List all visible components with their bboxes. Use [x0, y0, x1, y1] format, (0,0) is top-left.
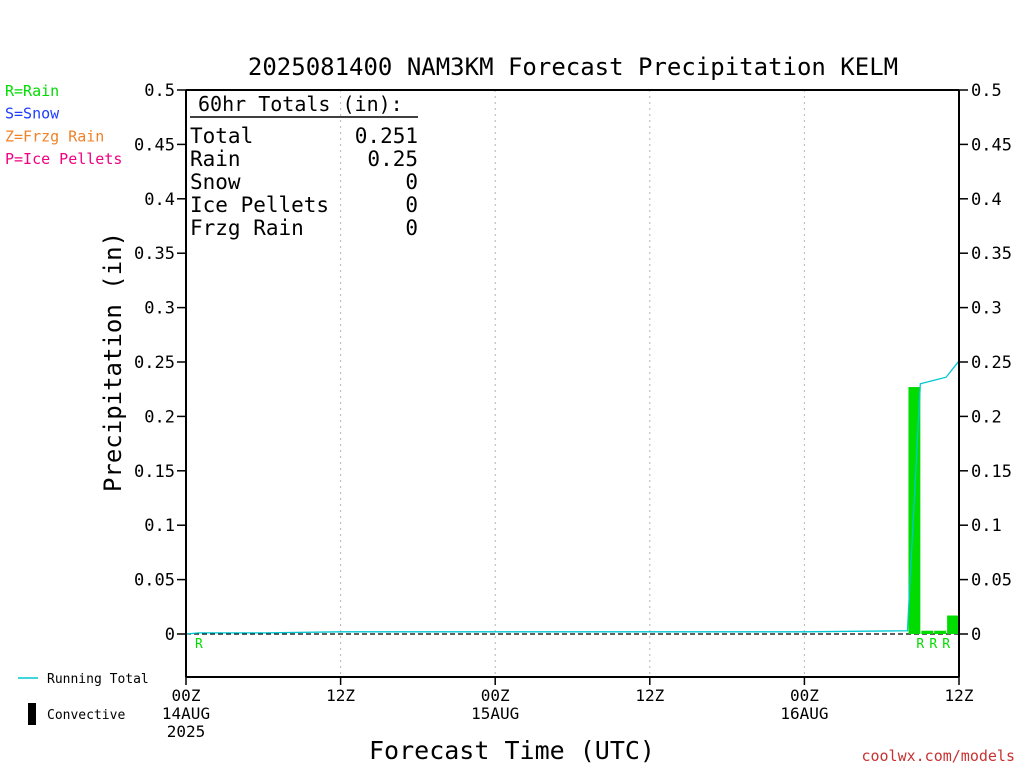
totals-row-label: Snow — [190, 170, 241, 194]
legend-label: Running Total — [47, 672, 149, 687]
precip-bar — [908, 387, 921, 634]
x-tick-label: 12Z — [635, 686, 664, 705]
totals-row-label: Ice Pellets — [190, 193, 329, 217]
y-tick-label-right: 0.05 — [971, 571, 1012, 591]
totals-box: 60hr Totals (in): Total 0.251 Rain 0.25 Snow 0… — [190, 92, 418, 240]
totals-row-value: 0.25 — [367, 147, 418, 171]
ptype-marker: R — [195, 637, 203, 652]
ptype-marker: R — [916, 637, 924, 652]
x-tick-label: 00Z — [790, 686, 819, 705]
totals-row-label: Frzg Rain — [190, 216, 304, 240]
x-tick-label: 15AUG — [471, 704, 519, 723]
y-tick-label-left: 0.5 — [144, 81, 175, 101]
x-tick-label: 14AUG — [162, 704, 210, 723]
totals-row-label: Total — [190, 124, 253, 148]
y-tick-label-left: 0.1 — [144, 516, 175, 536]
totals-row-value: 0 — [405, 170, 418, 194]
precip-bar — [934, 630, 947, 634]
ptype-legend-item: S=Snow — [5, 105, 60, 123]
y-tick-label-right: 0 — [971, 625, 981, 645]
ticks-layer: 0 00.05 0.050.1 0.10.15 0.150.2 0.20.25 0.250.… — [134, 81, 1012, 741]
y-tick-label-right: 0.4 — [971, 190, 1002, 210]
running-total-layer — [185, 360, 960, 635]
x-tick-label: 12Z — [945, 686, 974, 705]
credit-text: coolwx.com/models — [861, 747, 1015, 765]
totals-heading: 60hr Totals (in): — [198, 92, 403, 116]
ptype-legend-item: Z=Frzg Rain — [5, 127, 104, 145]
y-tick-label-right: 0.35 — [971, 244, 1012, 264]
y-axis-title: Precipitation (in) — [99, 232, 127, 492]
totals-row-value: 0.251 — [355, 124, 418, 148]
y-tick-label-left: 0.15 — [134, 462, 175, 482]
chart-title: 2025081400 NAM3KM Forecast Precipitation… — [248, 53, 898, 81]
totals-row-label: Rain — [190, 147, 241, 171]
legend-layer: R=Rain S=Snow Z=Frzg Rain P=Ice Pellets Runn… — [5, 82, 149, 725]
y-tick-label-right: 0.5 — [971, 81, 1002, 101]
y-tick-label-left: 0.45 — [134, 135, 175, 155]
x-tick-label: 16AUG — [780, 704, 828, 723]
ptype-marker: R — [942, 637, 950, 652]
legend-convective-swatch — [28, 703, 36, 725]
y-tick-label-right: 0.15 — [971, 462, 1012, 482]
precip-bar — [947, 615, 959, 634]
y-tick-label-right: 0.45 — [971, 135, 1012, 155]
bars-layer — [908, 387, 959, 634]
legend-label: Convective — [47, 708, 125, 723]
x-tick-label: 00Z — [172, 686, 201, 705]
grid-layer — [186, 90, 959, 677]
y-tick-label-left: 0 — [165, 625, 175, 645]
y-tick-label-left: 0.25 — [134, 353, 175, 373]
y-tick-label-left: 0.05 — [134, 571, 175, 591]
y-tick-label-left: 0.4 — [144, 190, 175, 210]
y-tick-label-left: 0.3 — [144, 299, 175, 319]
running-total-line — [185, 360, 960, 635]
y-tick-label-left: 0.2 — [144, 407, 175, 427]
precip-bar — [921, 630, 934, 634]
ptype-legend-item: R=Rain — [5, 82, 59, 100]
ptype-marker: R — [929, 637, 937, 652]
totals-row-value: 0 — [405, 216, 418, 240]
x-axis-title: Forecast Time (UTC) — [369, 736, 655, 765]
x-tick-label: 00Z — [481, 686, 510, 705]
ptype-legend-item: P=Ice Pellets — [5, 150, 122, 168]
y-tick-label-right: 0.3 — [971, 299, 1002, 319]
y-tick-label-right: 0.25 — [971, 353, 1012, 373]
y-tick-label-right: 0.1 — [971, 516, 1002, 536]
x-tick-label: 2025 — [167, 722, 206, 741]
x-tick-label: 12Z — [326, 686, 355, 705]
totals-row-value: 0 — [405, 193, 418, 217]
y-tick-label-right: 0.2 — [971, 407, 1002, 427]
y-tick-label-left: 0.35 — [134, 244, 175, 264]
